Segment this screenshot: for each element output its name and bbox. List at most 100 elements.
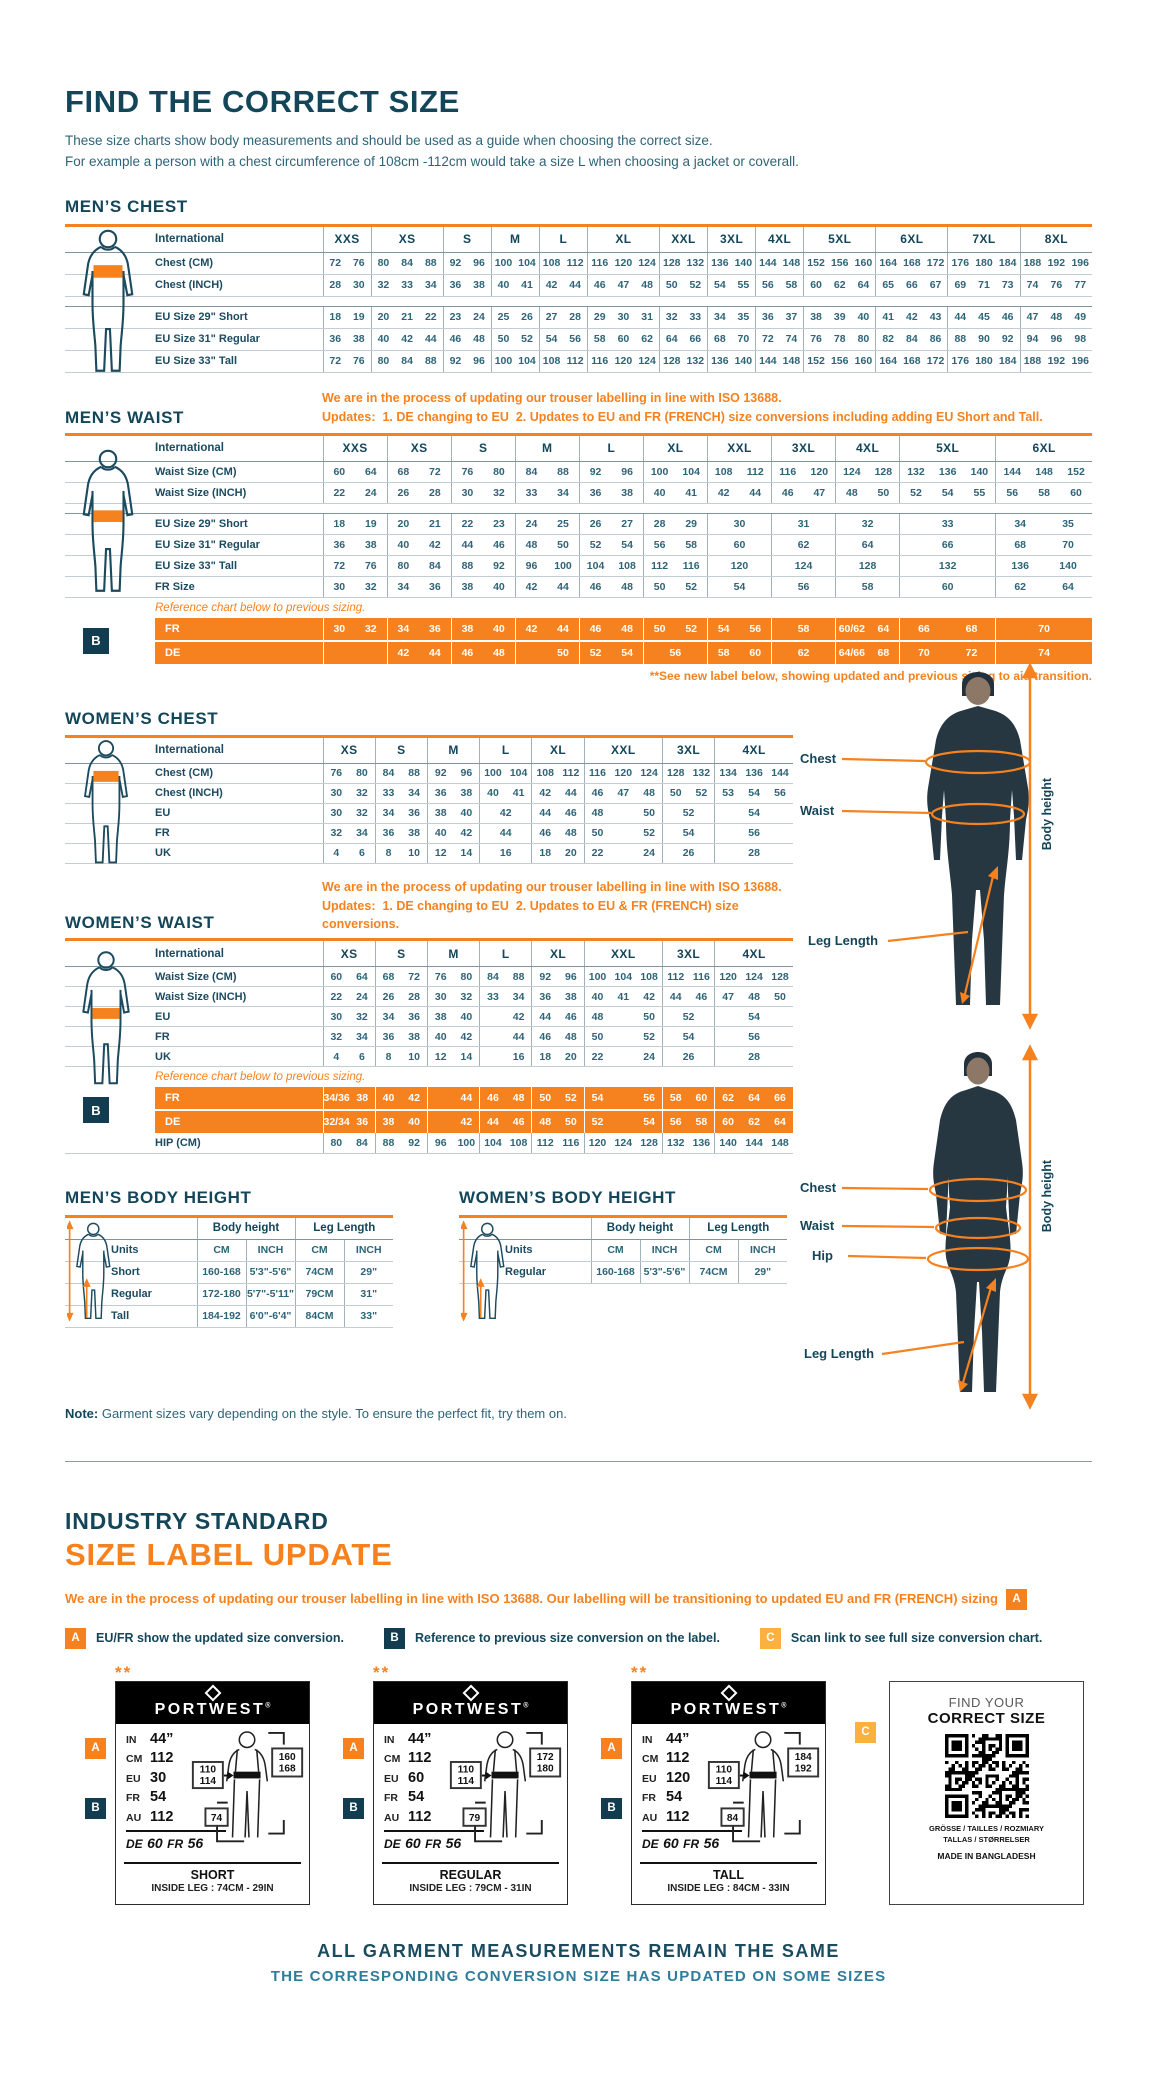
svg-text:172: 172 — [537, 1752, 554, 1763]
woman-silhouette — [841, 1044, 1039, 1410]
womens-chest-figure-icon — [84, 740, 128, 864]
orange-divider — [459, 1214, 788, 1218]
qr-card-slot: C FIND YOUR CORRECT SIZE GRÖSSE / TAILLE… — [855, 1663, 1085, 1905]
c-badge: C — [759, 1627, 781, 1649]
womens-body-height-table: Body height Leg Length Units CM INCH CM INCH Re… — [459, 1214, 788, 1322]
qr-code — [944, 1733, 1029, 1818]
industry-standard-heading: INDUSTRY STANDARD — [65, 1507, 329, 1534]
table-row: Chest (INCH) 28 30 32 33 34 36 38 40 41 42 44 46 47 48… — [65, 274, 1093, 297]
orange-divider — [65, 734, 793, 738]
svg-text:110: 110 — [458, 1764, 475, 1775]
previous-sizing: DE 60 FR 56 — [384, 1830, 484, 1853]
table-row: Reference chart below to previous sizing… — [155, 601, 366, 614]
table-row: Waist Size (CM) 60 64 68 72 76 80 84 88 92 96 100 10… — [65, 966, 793, 988]
body-height-sections: MEN’S BODY HEIGHT Body height Leg Length U… — [65, 1188, 1092, 1328]
section-mens-body-height: MEN’S BODY HEIGHT Body height Leg Length U… — [65, 1188, 394, 1328]
table-row: Units CM INCH CM INCH — [65, 1239, 394, 1262]
previous-sizing: DE 60 FR 56 — [642, 1830, 742, 1853]
svg-text:84: 84 — [727, 1813, 739, 1824]
svg-text:114: 114 — [458, 1776, 475, 1787]
iso-note: We are in the process of updating our tr… — [322, 390, 782, 405]
table-row: EU Size 33" Tall 72 76 80 84 88 92 96 100 104 108 1… — [65, 350, 1093, 373]
table-row: Units CM INCH CM INCH — [459, 1239, 788, 1262]
size-chart-table: International XS S M L XL XXL 3XL 4XL Chest (CM) 7… — [65, 737, 793, 864]
table-row: FR 32 34 36 38 40 42 44 46 48 50 52 54 56 — [65, 823, 793, 844]
table-row: EU Size 29" Short 18 19 20 21 22 23 24 25 26 27 28 2… — [65, 306, 1093, 329]
waist-label: Waist — [800, 803, 835, 818]
find-your-label: FIND YOUR — [948, 1694, 1025, 1710]
table-row: HIP (CM) 80 84 88 92 96 100 104 108 112 116 120 124 1… — [65, 1133, 793, 1154]
svg-text:110: 110 — [716, 1764, 733, 1775]
portwest-size-label: A B PORTWEST® IN 44” CM 112 EU 120 FR 54 AU 112 D… — [601, 1680, 826, 1905]
table-header-row: International XS S M L XL XXL 3XL 4XL — [65, 941, 793, 968]
table-row: Chest (CM) 72 76 80 84 88 92 96 100 104 108 112 116 1… — [65, 252, 1093, 275]
b-badge: B — [343, 1797, 364, 1819]
table-row: UK 4 6 8 10 12 14 16 18 20 22 24 26 28 — [65, 1046, 793, 1068]
hip-label: Hip — [812, 1248, 833, 1263]
table-row: Chest (CM) 76 80 84 88 92 96 100 104 108 112 116 120… — [65, 763, 793, 784]
fit-footer: SHORT INSIDE LEG : 74CM - 29IN — [124, 1861, 301, 1894]
section-title-womens-waist: WOMEN’S WAIST — [65, 913, 215, 933]
womens-waist-table: B International XS S M L XL XXL 3XL 4XL Waist Siz… — [65, 938, 793, 1154]
portwest-logo: PORTWEST® — [632, 1681, 825, 1724]
size-chart-table: International XS S M L XL XXL 3XL 4XL Waist Size … — [65, 941, 793, 1154]
mens-waist-figure-icon — [82, 449, 134, 592]
intro-text: These size charts show body measurements… — [65, 131, 1092, 173]
size-values: IN 44” CM 112 EU 120 FR 54 AU 112 DE 60 FR 56 — [642, 1730, 821, 1854]
find-your-size-card: C FIND YOUR CORRECT SIZE GRÖSSE / TAILLE… — [855, 1680, 1084, 1905]
table-row: Regular 160-168 5'3"-5'6" 74CM 29" — [459, 1261, 788, 1284]
language-sizes-label: GRÖSSE / TAILLES / ROZMIARY TALLAS / STØ… — [928, 1823, 1044, 1844]
table-row: Waist Size (INCH) 22 24 26 28 30 32 33 34 36 38 40 4… — [65, 986, 793, 1008]
size-values: IN 44” CM 112 EU 60 FR 54 AU 112 DE 60 FR 56 — [384, 1730, 563, 1854]
mens-body-height-figure-icon — [67, 1219, 111, 1322]
table-row: Short 160-168 5'3"-5'6" 74CM 29" — [65, 1261, 394, 1284]
svg-text:168: 168 — [279, 1763, 296, 1774]
size-chart-table: International XXS XS S M L XL XXL 3XL 4XL 5XL 6XL Wa… — [65, 435, 1092, 664]
table-header-row: International XXS XS S M L XL XXL 3XL 4XL 5XL 6XL — [65, 435, 1092, 462]
made-in-label: MADE IN BANGLADESH — [937, 1851, 1036, 1862]
legend-c-text: Scan link to see full size conversion ch… — [790, 1631, 1043, 1646]
leg-length-label: Leg Length — [808, 933, 879, 948]
section-mens-chest: MEN’S CHEST International XXS XS S M L XL XXL 3X… — [65, 197, 1093, 373]
badge-legend: A EU/FR show the updated size conversion… — [65, 1627, 1092, 1649]
table-row: Waist Size (CM) 60 64 68 72 76 80 84 88 92 96 100 10… — [65, 461, 1092, 483]
womens-body-height-figure-icon — [461, 1219, 505, 1322]
fit-footer: REGULAR INSIDE LEG : 79CM - 31IN — [382, 1861, 559, 1894]
page-title: FIND THE CORRECT SIZE — [65, 84, 460, 119]
section-title-mens-waist: MEN’S WAIST — [65, 407, 184, 427]
svg-text:114: 114 — [716, 1776, 733, 1787]
c-badge: C — [855, 1721, 876, 1743]
svg-text:79: 79 — [469, 1813, 481, 1824]
table-row: Chest (INCH) 30 32 33 34 36 38 40 41 42 44 46 47 48 50… — [65, 783, 793, 804]
table-row: EU Size 31" Regular 36 38 40 42 44 46 48 50 52 54 5… — [65, 534, 1092, 556]
stars: ** — [373, 1662, 391, 1682]
table-row: DE 32/34 36 38 40 42 44 46 48 50 52 54 56 58 60 62 64 — [65, 1109, 793, 1134]
svg-text:74: 74 — [211, 1813, 223, 1824]
size-values: IN 44” CM 112 EU 30 FR 54 AU 112 DE 60 FR 56 — [126, 1730, 305, 1854]
size-label-update-heading: SIZE LABEL UPDATE — [65, 1536, 393, 1572]
section-womens-waist: WOMEN’S WAIST We are in the process of u… — [65, 878, 793, 1154]
iso-note: We are in the process of updating our tr… — [322, 879, 782, 894]
leg-length-label: Leg Length — [804, 1346, 875, 1361]
table-row: EU Size 29" Short 18 19 20 21 22 23 24 25 26 27 28 2… — [65, 513, 1092, 535]
a-badge: A — [343, 1737, 364, 1759]
womens-waist-update-note: We are in the process of updating our tr… — [322, 878, 793, 934]
portwest-diamond-icon — [462, 1684, 479, 1702]
bottom-line-2: THE CORRESPONDING CONVERSION SIZE HAS UP… — [270, 1967, 887, 1985]
man-silhouette — [841, 662, 1039, 1030]
womens-measurement-figure: Chest Waist Hip Leg Length Body height — [778, 1042, 1157, 1414]
a-badge: A — [1005, 1588, 1027, 1610]
section-womens-body-height: WOMEN’S BODY HEIGHT Body height Leg Lengt… — [459, 1188, 788, 1328]
intro-line-1: These size charts show body measurements… — [65, 133, 713, 148]
stars: ** — [115, 1662, 133, 1682]
size-chart-table: International XXS XS S M L XL XXL 3XL 4XL 5XL 6XL 7X… — [65, 226, 1093, 373]
table-row: DE 42 44 46 48 50 52 54 56 58 60 62 64/66 68 70 72 74 — [65, 639, 1092, 664]
orange-divider — [65, 223, 1092, 227]
table-row: Waist Size (INCH) 22 24 26 28 30 32 33 34 36 38 40 4… — [65, 482, 1092, 504]
section-womens-chest: WOMEN’S CHEST International XS S M L XL XXL 3XL… — [65, 709, 793, 864]
mens-chest-figure-icon — [82, 229, 134, 372]
intro-line-2: For example a person with a chest circum… — [65, 153, 799, 169]
garment-note: Note: Garment sizes vary depending on th… — [65, 1405, 567, 1421]
table-row: EU Size 33" Tall 72 76 80 84 88 92 96 100 104 108 1… — [65, 555, 1092, 577]
